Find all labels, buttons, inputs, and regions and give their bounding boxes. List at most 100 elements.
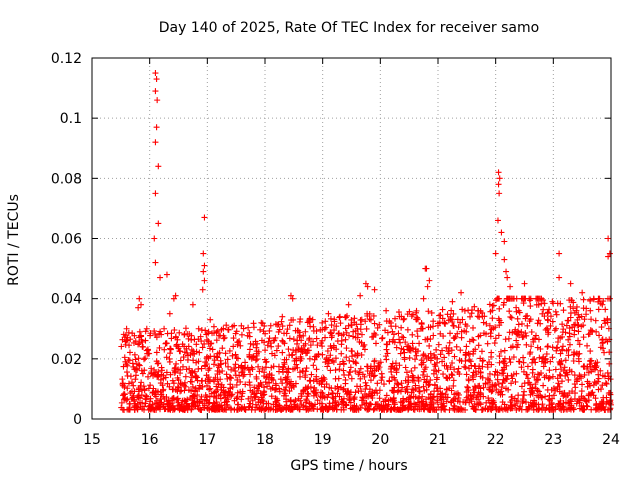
data-point [288,403,295,410]
data-point [191,399,198,406]
data-point [513,344,520,351]
data-point [193,372,200,379]
data-point [175,399,182,406]
data-point [125,380,132,387]
data-point [374,324,381,331]
data-point [466,365,473,372]
data-point [378,370,385,377]
data-point [477,385,484,392]
data-point [273,403,280,410]
data-point [491,340,498,347]
data-point [501,377,508,384]
data-point [496,353,503,360]
data-point [446,406,453,413]
data-point [202,327,209,334]
data-point [177,357,184,364]
data-point [546,367,553,374]
data-point [540,404,547,411]
x-tick-label: 17 [198,432,216,448]
data-point [289,406,296,413]
data-point [198,338,205,345]
data-point [554,375,561,382]
data-point [308,405,315,412]
data-point [486,301,493,308]
data-point [449,360,456,366]
data-point [442,394,449,401]
data-point [532,381,539,388]
data-point [501,347,508,354]
data-point [152,331,159,338]
data-point [268,364,275,371]
data-point [299,347,306,354]
data-point [201,402,208,409]
data-point [486,322,493,329]
data-point [529,359,536,366]
data-point [282,387,289,394]
data-point [286,380,293,387]
data-point [388,405,395,412]
data-point [183,400,190,407]
data-point [546,374,553,381]
data-point [515,307,522,314]
data-point [480,393,487,400]
data-point [518,364,525,371]
data-point [538,370,545,377]
data-point [295,345,302,352]
data-point [540,306,547,313]
data-point [124,372,131,379]
data-point [357,292,364,299]
data-point [388,323,395,330]
data-point [124,362,131,369]
data-point [156,344,163,351]
data-point [418,357,425,364]
data-point [418,319,425,326]
data-point [534,376,541,383]
data-point [373,366,380,373]
data-point [475,307,482,314]
data-point [160,386,167,393]
data-point [248,406,255,413]
data-point [457,347,464,354]
data-point [294,364,301,371]
data-point [304,319,311,326]
data-point [532,332,539,339]
data-point [566,333,573,340]
data-point [244,332,251,339]
data-point [382,327,389,334]
data-point [140,343,147,350]
data-point [411,364,418,371]
data-point [200,268,207,275]
data-point [131,398,138,405]
data-point [525,405,532,412]
data-point [230,335,237,342]
data-point [191,368,198,375]
data-point [469,336,476,343]
data-point [588,316,595,323]
data-point [580,296,587,303]
data-point [520,359,527,366]
data-point [566,367,573,374]
data-point [436,312,443,319]
data-point [367,400,374,407]
data-point [173,360,180,367]
y-axis-label: ROTI / TECUs [6,194,22,286]
data-point [572,384,579,391]
data-point [602,380,609,387]
data-point [140,356,147,363]
data-point [335,401,342,408]
data-point [205,355,212,362]
x-tick-label: 21 [429,432,447,448]
data-point [450,382,457,389]
data-point [161,346,168,353]
data-point [235,364,242,371]
data-point [402,339,409,346]
data-point [258,319,265,326]
data-point [228,406,235,413]
data-point [162,374,169,381]
data-point [507,295,514,302]
data-point [120,392,127,399]
data-point [450,310,457,317]
data-point [549,298,556,305]
data-point [132,372,139,379]
data-point [489,315,496,322]
